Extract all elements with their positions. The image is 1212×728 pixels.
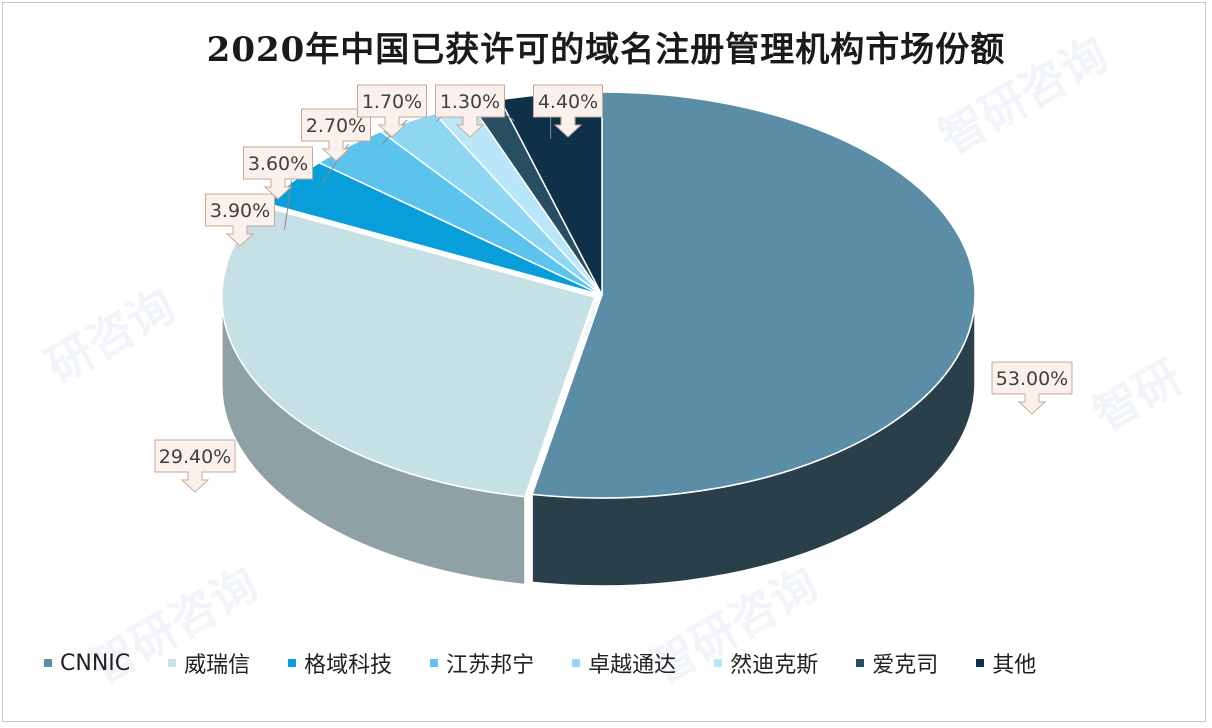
legend-label: 然迪克斯 bbox=[730, 653, 819, 678]
data-label-callout: 2.70% bbox=[301, 108, 371, 162]
data-label-callout: 4.40% bbox=[533, 84, 603, 138]
chart-title: 2020年中国已获许可的域名注册管理机构市场份额 bbox=[206, 30, 1006, 70]
legend-item: 威瑞信 bbox=[168, 647, 250, 679]
legend-item: 然迪克斯 bbox=[714, 647, 818, 679]
data-label: 29.40% bbox=[159, 446, 231, 468]
data-label-callout: 1.70% bbox=[357, 84, 427, 138]
legend-label: 格域科技 bbox=[304, 653, 393, 678]
data-label: 3.60% bbox=[248, 153, 308, 175]
legend-swatch bbox=[856, 659, 865, 667]
legend-item: 爱克司 bbox=[856, 647, 938, 679]
legend-swatch bbox=[288, 659, 297, 667]
chart-legend: CNNIC 威瑞信 格域科技 江苏邦宁 卓越通达 然迪克斯 爱克司 其他 bbox=[44, 648, 1194, 678]
legend-item: 江苏邦宁 bbox=[430, 647, 534, 679]
legend-label: 其他 bbox=[992, 653, 1037, 678]
data-label: 2.70% bbox=[306, 115, 366, 137]
data-label: 1.70% bbox=[362, 91, 422, 113]
legend-label: 威瑞信 bbox=[184, 653, 251, 678]
data-label: 3.90% bbox=[210, 200, 270, 222]
legend-item: 其他 bbox=[976, 647, 1036, 679]
data-label-callout: 53.00% bbox=[991, 361, 1073, 415]
data-label-callout: 3.60% bbox=[243, 146, 313, 200]
legend-item: 卓越通达 bbox=[572, 647, 676, 679]
legend-swatch bbox=[168, 659, 177, 667]
pie-slice-威瑞信 bbox=[221, 205, 596, 498]
legend-item: CNNIC bbox=[44, 651, 130, 676]
legend-label: 爱克司 bbox=[872, 653, 939, 678]
data-label-callout: 1.30% bbox=[435, 84, 505, 138]
legend-label: 卓越通达 bbox=[588, 653, 677, 678]
leader-line bbox=[284, 180, 293, 231]
data-label: 1.30% bbox=[440, 91, 500, 113]
pie-slice-CNNIC bbox=[531, 91, 976, 499]
legend-swatch bbox=[44, 659, 52, 667]
legend-item: 格域科技 bbox=[288, 647, 392, 679]
data-label-callout: 29.40% bbox=[154, 439, 236, 493]
data-label-callout: 3.90% bbox=[205, 193, 275, 247]
legend-swatch bbox=[976, 659, 985, 667]
legend-swatch bbox=[714, 659, 723, 667]
legend-label: CNNIC bbox=[60, 650, 131, 676]
legend-swatch bbox=[572, 659, 581, 667]
legend-label: 江苏邦宁 bbox=[446, 653, 535, 678]
legend-swatch bbox=[430, 659, 439, 667]
data-label: 53.00% bbox=[996, 368, 1068, 390]
data-label: 4.40% bbox=[538, 91, 598, 113]
